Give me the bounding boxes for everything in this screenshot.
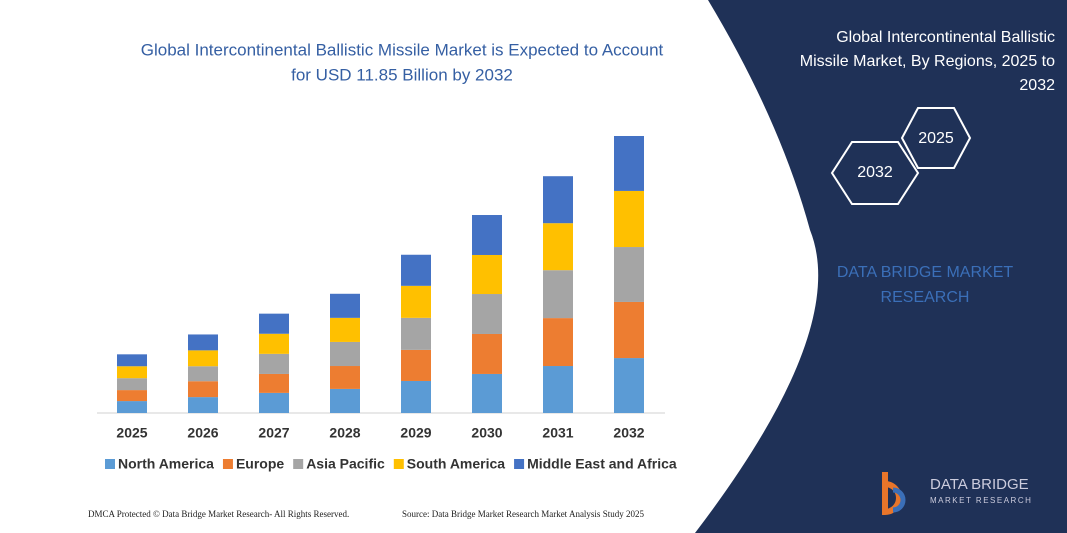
bar-segment (259, 392, 289, 413)
legend-label: South America (407, 456, 505, 472)
legend-label: Middle East and Africa (527, 456, 677, 472)
bar-segment (259, 373, 289, 393)
legend-swatch (105, 459, 115, 469)
bar-segment (401, 317, 431, 350)
bar-segment (188, 381, 218, 398)
bar-segment (401, 285, 431, 318)
x-tick-label: 2026 (187, 425, 218, 441)
bar-segment (472, 333, 502, 374)
bar-segment (330, 293, 360, 318)
bar-segment (614, 358, 644, 413)
bar-segment (259, 313, 289, 334)
bar-segment (401, 349, 431, 381)
logo-text: MARKET RESEARCH (930, 496, 1032, 505)
bar-segment (330, 388, 360, 413)
chart-title: Global Intercontinental Ballistic Missil… (141, 40, 664, 59)
legend-swatch (514, 459, 525, 469)
x-tick-label: 2025 (116, 425, 147, 441)
legend-label: Europe (236, 456, 284, 472)
x-tick-label: 2027 (258, 425, 289, 441)
x-tick-label: 2030 (471, 425, 502, 441)
x-tick-label: 2031 (542, 425, 573, 441)
side-panel (695, 0, 1067, 533)
bar-segment (614, 136, 644, 191)
bar-segment (401, 380, 431, 413)
panel-title: 2032 (1019, 77, 1055, 94)
footer-text: Source: Data Bridge Market Research Mark… (402, 509, 644, 519)
bar-segment (543, 223, 573, 271)
bar-segment (543, 270, 573, 319)
footer-text: DMCA Protected © Data Bridge Market Rese… (88, 509, 349, 519)
bar-segment (188, 334, 218, 351)
brand-text: DATA BRIDGE MARKET (837, 264, 1014, 281)
bar-segment (401, 254, 431, 286)
legend-label: North America (118, 456, 214, 472)
bar-segment (117, 401, 147, 413)
bar-segment (543, 366, 573, 413)
bar-segment (259, 333, 289, 354)
logo-text: DATA BRIDGE (930, 476, 1029, 493)
bar-segment (614, 190, 644, 248)
legend-label: Asia Pacific (306, 456, 385, 472)
x-tick-label: 2029 (400, 425, 431, 441)
bar-segment (472, 215, 502, 255)
bar-segment (472, 294, 502, 334)
bar-segment (543, 318, 573, 367)
bar-segment (472, 373, 502, 413)
brand-text: RESEARCH (881, 289, 970, 306)
bar-segment (188, 366, 218, 382)
bar-segment (188, 397, 218, 413)
chart-title: for USD 11.85 Billion by 2032 (291, 65, 513, 84)
logo: DATA BRIDGE MARKET RESEARCH (882, 472, 1032, 516)
bar-segment (330, 341, 360, 367)
hex-label: 2032 (857, 164, 893, 181)
legend-swatch (293, 459, 304, 469)
bar-segment (330, 366, 360, 389)
bar-segment (117, 378, 147, 391)
hex-label: 2025 (918, 130, 954, 147)
hexagons (830, 107, 972, 205)
bar-segment (117, 366, 147, 379)
x-tick-label: 2032 (613, 425, 644, 441)
legend-swatch (393, 459, 404, 469)
x-tick-label: 2028 (329, 425, 360, 441)
bar-segment (614, 247, 644, 302)
bar-segment (117, 390, 147, 402)
bar-segment (259, 353, 289, 374)
bar-segment (614, 301, 644, 359)
bar-segment (188, 350, 218, 367)
bar-segment (472, 254, 502, 295)
panel-title: Global Intercontinental Ballistic (836, 29, 1055, 46)
bar-segment (543, 176, 573, 224)
panel-title: Missile Market, By Regions, 2025 to (800, 53, 1055, 70)
legend-swatch (222, 459, 233, 469)
bar-segment (117, 354, 147, 367)
bar-segment (330, 317, 360, 342)
